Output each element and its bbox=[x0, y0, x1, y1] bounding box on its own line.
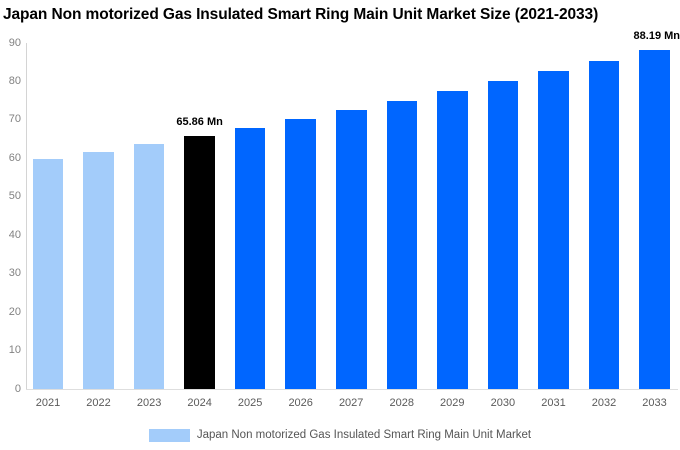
bar-2021[interactable] bbox=[32, 159, 64, 389]
legend-swatch bbox=[148, 428, 190, 442]
x-axis-tick-label: 2029 bbox=[440, 397, 465, 409]
value-label-2033: 88.19 Mn bbox=[633, 30, 680, 42]
y-axis-tick-label: 40 bbox=[8, 228, 21, 241]
bar-2023[interactable] bbox=[133, 143, 165, 389]
y-axis-tick-label: 20 bbox=[8, 305, 21, 318]
legend[interactable]: Japan Non motorized Gas Insulated Smart … bbox=[0, 427, 680, 443]
x-axis-tick-label: 2024 bbox=[187, 397, 212, 409]
x-axis-tick-label: 2022 bbox=[86, 397, 111, 409]
x-axis-line bbox=[26, 389, 678, 390]
bar-2022[interactable] bbox=[83, 151, 114, 389]
y-axis-tick-label: 60 bbox=[8, 151, 21, 164]
chart-title: Japan Non motorized Gas Insulated Smart … bbox=[3, 6, 599, 23]
bar-2024[interactable] bbox=[184, 135, 215, 389]
value-label-2024: 65.86 Mn bbox=[176, 115, 223, 128]
y-axis-tick-label: 90 bbox=[8, 36, 21, 49]
x-axis-tick-label: 2023 bbox=[136, 397, 162, 409]
bar-2028[interactable] bbox=[386, 100, 417, 389]
bar-2029[interactable] bbox=[437, 91, 468, 389]
y-axis-tick-label: 0 bbox=[14, 382, 21, 395]
x-axis-tick-label: 2033 bbox=[642, 397, 667, 409]
x-axis-tick-label: 2031 bbox=[541, 397, 566, 409]
x-axis-tick-label: 2030 bbox=[490, 397, 516, 409]
x-axis-tick-label: 2028 bbox=[389, 397, 415, 409]
x-axis-tick-label: 2025 bbox=[237, 397, 263, 409]
bar-2031[interactable] bbox=[538, 71, 569, 389]
legend-label: Japan Non motorized Gas Insulated Smart … bbox=[196, 429, 532, 441]
y-axis-tick-label: 10 bbox=[8, 344, 21, 357]
bar-2033[interactable] bbox=[639, 50, 670, 389]
bar-2025[interactable] bbox=[234, 127, 266, 389]
x-axis-tick-label: 2027 bbox=[338, 397, 364, 409]
y-axis-tick-label: 50 bbox=[8, 190, 21, 203]
bar-2032[interactable] bbox=[588, 60, 620, 389]
y-axis-tick-label: 30 bbox=[8, 267, 21, 280]
x-axis-tick-label: 2026 bbox=[288, 397, 313, 409]
x-axis-tick-label: 2032 bbox=[591, 397, 617, 409]
y-axis-tick-label: 80 bbox=[8, 74, 21, 87]
bar-2027[interactable] bbox=[336, 109, 367, 389]
y-axis-tick-label: 70 bbox=[8, 113, 21, 126]
y-axis-line bbox=[26, 43, 27, 389]
x-axis-tick-label: 2021 bbox=[35, 397, 61, 409]
bar-2030[interactable] bbox=[487, 81, 519, 389]
bar-2026[interactable] bbox=[285, 118, 316, 389]
